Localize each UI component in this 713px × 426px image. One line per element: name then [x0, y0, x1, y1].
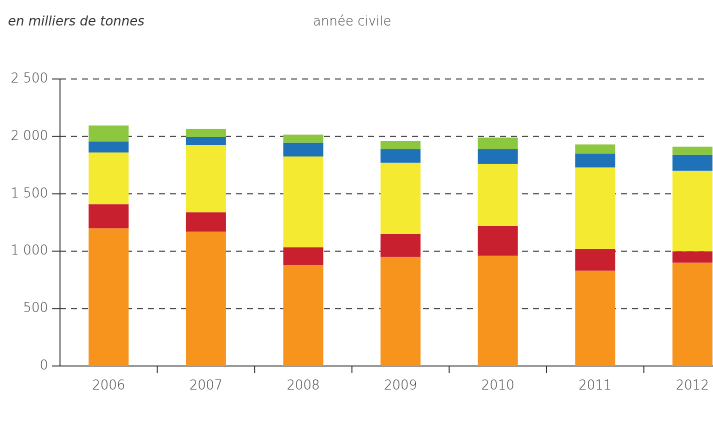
- bar-segment: [380, 140, 421, 150]
- bar-segment: [477, 163, 518, 226]
- y-tick-label: 2 500: [11, 72, 48, 87]
- bar-segment: [88, 228, 129, 366]
- bar-segment: [575, 153, 616, 168]
- bar-segment: [672, 262, 713, 366]
- y-tick-label: 2 000: [11, 129, 48, 144]
- x-tick-label: 2008: [287, 379, 320, 394]
- chart-subtitle: année civile: [313, 15, 391, 30]
- bar-segment: [283, 247, 324, 265]
- bar-segment: [380, 256, 421, 366]
- y-tick-label: 500: [23, 301, 48, 316]
- x-tick-label: 2011: [579, 379, 612, 394]
- chart-title: en milliers de tonnes: [8, 15, 145, 30]
- bar-segment: [88, 125, 129, 142]
- bar-segment: [380, 149, 421, 163]
- bar-segment: [575, 144, 616, 154]
- bar-segment: [575, 248, 616, 271]
- bar-segment: [185, 145, 226, 213]
- bar-segment: [672, 146, 713, 155]
- bar-segment: [88, 152, 129, 205]
- bar-segment: [380, 162, 421, 234]
- bar-segment: [477, 137, 518, 150]
- bar-segment: [672, 251, 713, 263]
- bar-segment: [477, 149, 518, 164]
- bar-segment: [672, 170, 713, 252]
- y-tick-label: 1 500: [11, 186, 48, 201]
- bar-segment: [283, 264, 324, 366]
- x-tick-label: 2006: [92, 379, 125, 394]
- bar-segment: [185, 212, 226, 232]
- bar-segment: [185, 128, 226, 137]
- x-tick-label: 2010: [481, 379, 514, 394]
- bar-segment: [185, 136, 226, 146]
- x-tick-label: 2012: [676, 379, 709, 394]
- y-tick-label: 0: [40, 359, 48, 374]
- bar-segment: [88, 204, 129, 229]
- bar-segment: [380, 233, 421, 257]
- x-tick-label: 2007: [189, 379, 222, 394]
- bar-segment: [477, 255, 518, 366]
- bar-segment: [185, 231, 226, 366]
- bar-segment: [477, 225, 518, 256]
- bar-segment: [575, 167, 616, 249]
- x-tick-label: 2009: [384, 379, 417, 394]
- bar-segment: [283, 156, 324, 248]
- bar-segment: [88, 141, 129, 153]
- bar-segment: [672, 154, 713, 171]
- bar-segment: [575, 270, 616, 366]
- bar-segment: [283, 134, 324, 143]
- y-tick-label: 1 000: [11, 244, 48, 259]
- bar-segment: [283, 142, 324, 157]
